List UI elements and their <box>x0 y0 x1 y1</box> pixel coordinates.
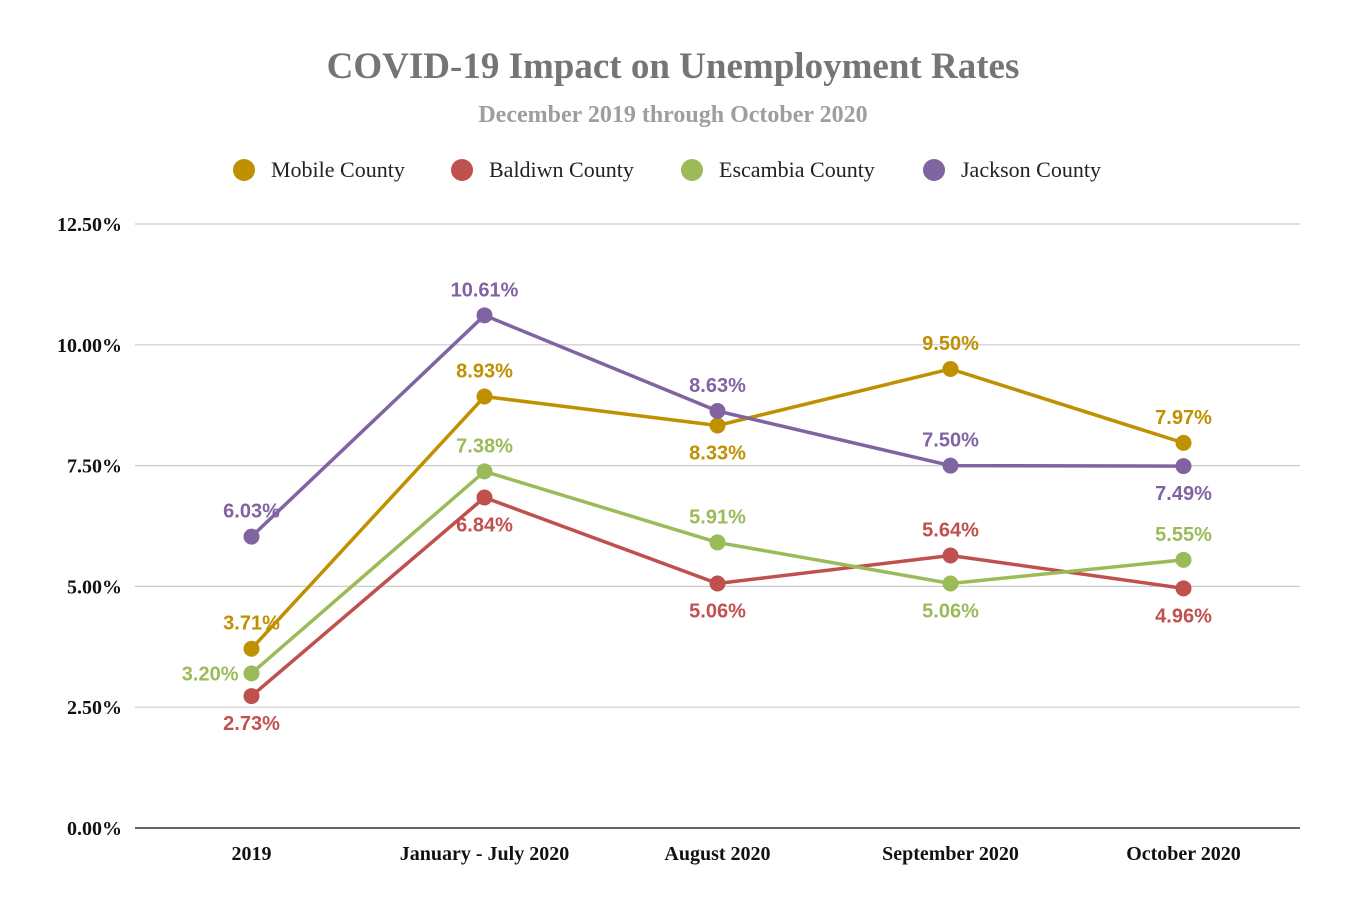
x-axis: 2019 January - July 2020 August 2020 Septem… <box>232 843 1241 865</box>
chart-title: COVID-19 Impact on Unemployment Rates <box>327 46 1020 87</box>
data-label: 3.20% <box>182 663 239 685</box>
x-tick-label: 2019 <box>232 843 272 865</box>
legend-marker <box>681 159 703 181</box>
data-label: 7.38% <box>456 435 513 457</box>
x-tick-label: January - July 2020 <box>400 843 569 865</box>
y-tick-label: 2.50% <box>67 697 122 719</box>
x-tick-label: August 2020 <box>664 843 770 865</box>
x-tick-label: October 2020 <box>1126 843 1241 865</box>
data-label: 5.06% <box>689 601 746 623</box>
data-label: 4.96% <box>1155 605 1212 627</box>
data-point <box>709 534 726 551</box>
data-point <box>942 575 959 592</box>
data-label: 10.61% <box>451 279 519 301</box>
data-point <box>476 463 493 480</box>
data-point <box>1175 458 1192 475</box>
data-label: 3.71% <box>223 613 280 635</box>
data-label: 7.50% <box>922 430 979 452</box>
legend-label: Escambia County <box>719 157 875 182</box>
legend-marker <box>233 159 255 181</box>
legend-label: Mobile County <box>271 157 405 182</box>
data-point <box>1175 434 1192 451</box>
legend-item-0: Mobile County <box>233 157 405 182</box>
legend-item-1: Baldiwn County <box>451 157 634 182</box>
y-tick-label: 0.00% <box>67 818 122 840</box>
data-point <box>942 547 959 564</box>
data-label: 7.49% <box>1155 483 1212 505</box>
data-label: 2.73% <box>223 713 280 735</box>
data-point <box>709 575 726 592</box>
y-tick-label: 10.00% <box>57 335 122 357</box>
data-labels: 3.71% 8.93% 8.33% 9.50% 7.97% 2.73% 6.84% 5.06%… <box>182 279 1212 735</box>
data-point <box>942 360 959 377</box>
data-point <box>1175 580 1192 597</box>
data-label: 8.33% <box>689 442 746 464</box>
gridlines <box>135 223 1300 829</box>
data-label: 5.06% <box>922 601 979 623</box>
data-point <box>243 688 260 705</box>
data-point <box>709 402 726 419</box>
legend-item-2: Escambia County <box>681 157 875 182</box>
y-axis: 0.00% 2.50% 5.00% 7.50% 10.00% 12.50% <box>57 214 122 840</box>
data-label: 5.55% <box>1155 524 1212 546</box>
data-point <box>1175 551 1192 568</box>
y-tick-label: 12.50% <box>57 214 122 236</box>
legend-label: Jackson County <box>961 157 1101 182</box>
y-tick-label: 7.50% <box>67 456 122 478</box>
data-point <box>243 640 260 657</box>
data-label: 6.03% <box>223 501 280 523</box>
data-label: 8.63% <box>689 375 746 397</box>
x-tick-label: September 2020 <box>882 843 1019 865</box>
legend-label: Baldiwn County <box>489 157 634 182</box>
data-label: 5.64% <box>922 519 979 541</box>
data-label: 8.93% <box>456 361 513 383</box>
data-point <box>476 388 493 405</box>
data-point <box>243 528 260 545</box>
legend-marker <box>923 159 945 181</box>
data-point <box>476 489 493 506</box>
series-line-2 <box>250 469 1184 675</box>
y-tick-label: 5.00% <box>67 576 122 598</box>
legend: Mobile County Baldiwn County Escambia Coun… <box>233 157 1101 182</box>
data-label: 9.50% <box>922 333 979 355</box>
data-point <box>942 457 959 474</box>
data-label: 7.97% <box>1155 407 1212 429</box>
legend-item-3: Jackson County <box>923 157 1101 182</box>
data-points <box>243 307 1192 705</box>
data-label: 6.84% <box>456 514 513 536</box>
data-point <box>476 307 493 324</box>
data-label: 5.91% <box>689 506 746 528</box>
chart-subtitle: December 2019 through October 2020 <box>478 102 867 128</box>
legend-marker <box>451 159 473 181</box>
data-point <box>243 665 260 682</box>
data-point <box>709 417 726 434</box>
